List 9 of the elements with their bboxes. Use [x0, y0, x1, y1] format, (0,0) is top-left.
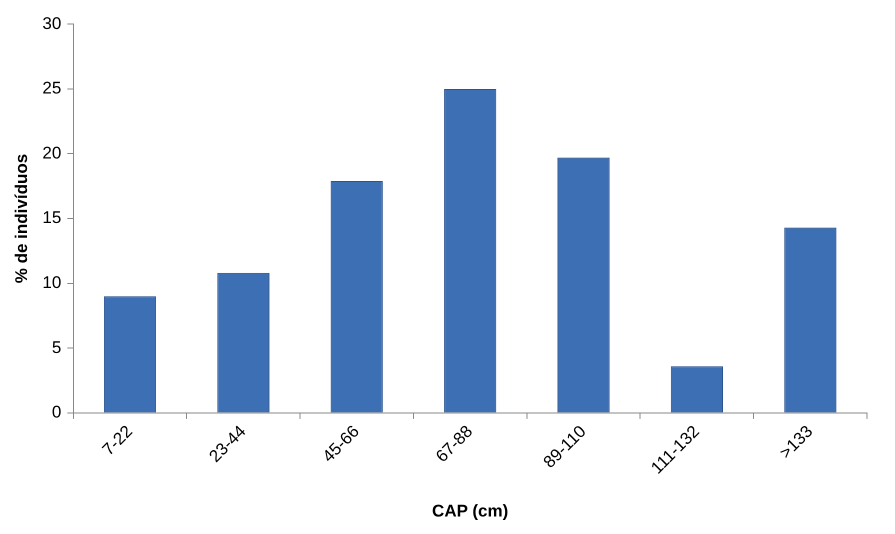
- y-tick-label: 20: [42, 143, 62, 162]
- y-tick-label: 0: [52, 402, 62, 422]
- y-tick-label: 25: [42, 78, 62, 98]
- y-axis-title: % de indivíduos: [12, 154, 31, 284]
- y-tick-label: 10: [42, 272, 62, 292]
- y-tick-label: 5: [52, 338, 62, 357]
- y-tick-label: 30: [42, 14, 62, 33]
- x-axis-title: CAP (cm): [432, 501, 508, 520]
- y-tick-label: 15: [42, 208, 62, 228]
